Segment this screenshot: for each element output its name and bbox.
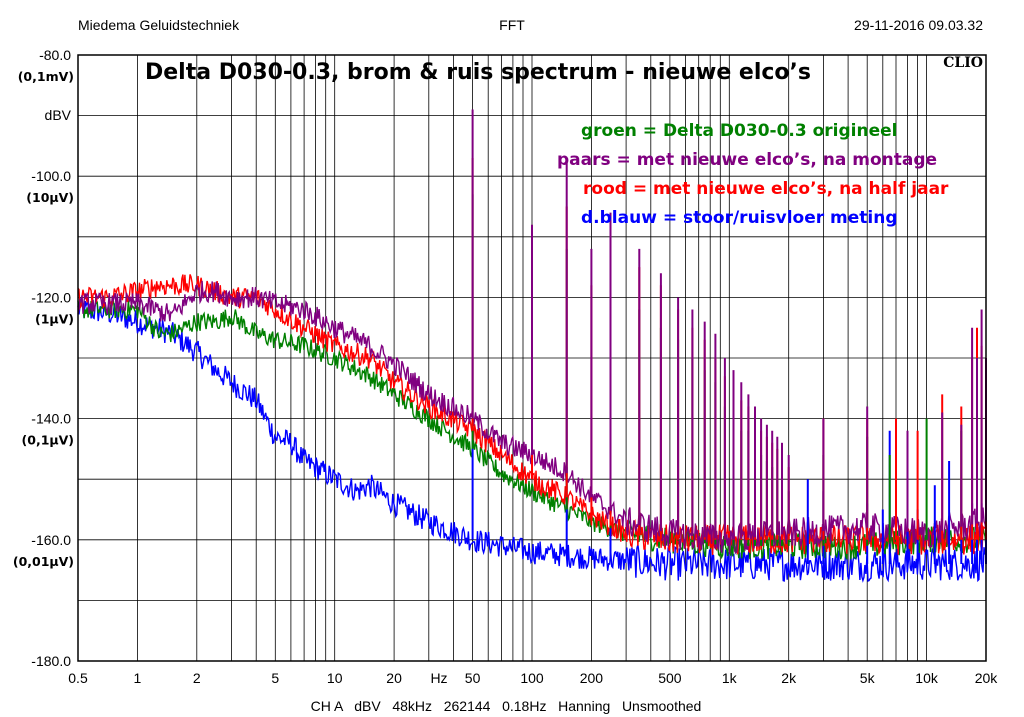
plot-frame xyxy=(77,54,987,662)
peak-layer xyxy=(471,109,987,564)
x-tick-label: 20 xyxy=(386,670,402,686)
y-tick-unit: (10µV) xyxy=(26,190,74,205)
x-axis-ticks: 0.5 1 2 5 10 20 50 100 200 500 1k 2k 5k 10k 20k xyxy=(68,670,998,686)
y-tick-label: -80.0 xyxy=(39,47,71,63)
y-tick-unit: (1µV) xyxy=(35,311,74,326)
header-right: 29-11-2016 09.03.32 xyxy=(854,17,983,33)
x-tick-label: 1 xyxy=(134,670,142,686)
x-tick-label: 5 xyxy=(271,670,279,686)
x-tick-label: 200 xyxy=(580,670,604,686)
y-tick-unit: (0,1mV) xyxy=(18,69,74,84)
x-tick-label: 10 xyxy=(327,670,343,686)
y-tick-label: -120.0 xyxy=(31,289,71,305)
y-tick-unit: (0,01µV) xyxy=(13,554,74,569)
x-tick-label: 10k xyxy=(915,670,939,686)
y-axis-label: dBV xyxy=(45,107,72,123)
legend: groen = Delta D030-0.3 origineel paars = … xyxy=(557,121,949,228)
header-left: Miedema Geluidstechniek xyxy=(78,17,240,33)
y-axis-ticks: -80.0 (0,1mV) -100.0 (10µV) -120.0 (1µV) -140.… xyxy=(13,47,74,669)
series-line-0 xyxy=(77,297,987,583)
y-tick-label: -160.0 xyxy=(31,532,71,548)
y-tick-label: -140.0 xyxy=(31,411,71,427)
x-tick-label: 500 xyxy=(658,670,682,686)
header-center: FFT xyxy=(499,17,525,33)
footer-settings: CH A dBV 48kHz 262144 0.18Hz Hanning Uns… xyxy=(311,698,702,714)
x-tick-label: 2 xyxy=(193,670,201,686)
chart-title: Delta D030-0.3, brom & ruis spectrum - n… xyxy=(145,60,811,85)
x-tick-label: 1k xyxy=(722,670,738,686)
legend-entry: paars = met nieuwe elco’s, na montage xyxy=(557,150,937,170)
x-tick-label: 20k xyxy=(975,670,999,686)
x-tick-label: 50 xyxy=(465,670,481,686)
x-axis-unit-label: Hz xyxy=(430,670,447,686)
legend-entry: groen = Delta D030-0.3 origineel xyxy=(581,121,898,141)
x-tick-label: 0.5 xyxy=(68,670,88,686)
y-tick-label: -180.0 xyxy=(31,653,71,669)
x-tick-label: 5k xyxy=(860,670,876,686)
x-tick-label: 100 xyxy=(520,670,544,686)
brand-logo: CLIO xyxy=(943,55,983,71)
y-tick-unit: (0,1µV) xyxy=(22,433,74,448)
x-tick-label: 2k xyxy=(781,670,797,686)
legend-entry: d.blauw = stoor/ruisvloer meting xyxy=(581,208,898,228)
legend-entry: rood = met nieuwe elco’s, na half jaar xyxy=(583,179,949,199)
y-tick-label: -100.0 xyxy=(31,168,71,184)
